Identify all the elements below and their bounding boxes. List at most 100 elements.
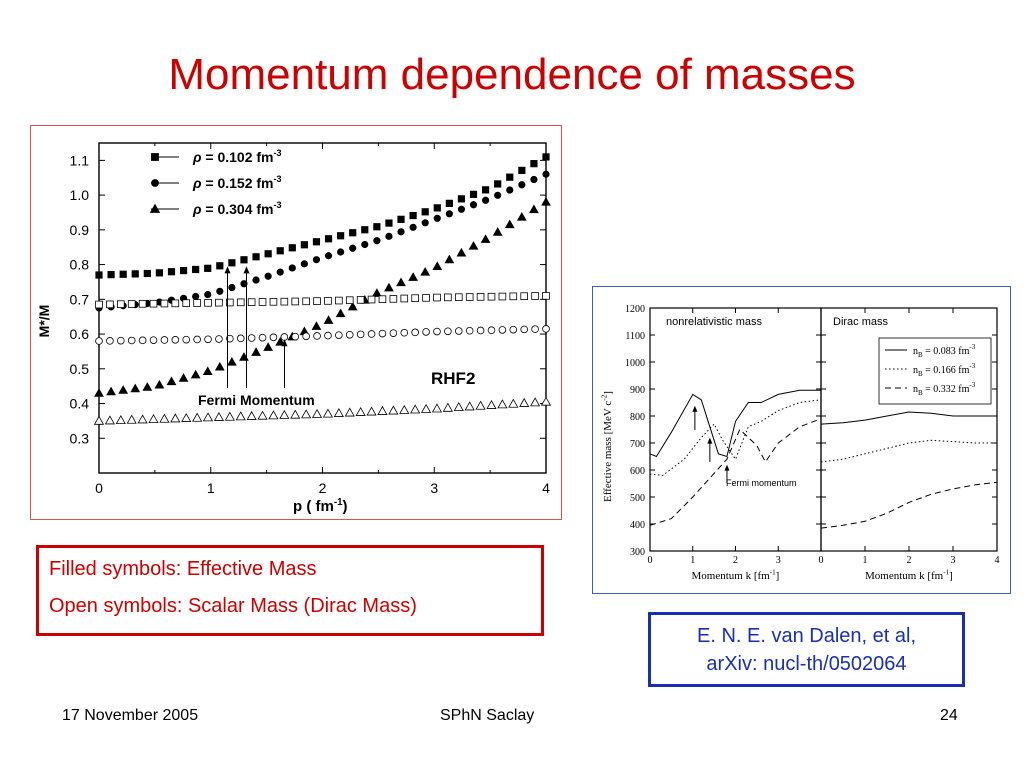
data-point — [236, 298, 245, 307]
legend-label: nB = 0.332 fm-3 — [913, 381, 976, 397]
x-tick-label: 0 — [95, 480, 103, 496]
data-point — [311, 321, 322, 330]
data-point — [337, 248, 345, 256]
data-point — [486, 399, 497, 409]
x-axis-label: Momentum k [fm-1] — [692, 569, 780, 582]
data-point — [337, 232, 345, 240]
data-point — [300, 260, 308, 268]
data-point — [240, 280, 248, 288]
data-point — [322, 408, 334, 418]
chart-left-frame: 0 1 2 3 4 0.3 0.4 0.5 0.6 0.7 0.8 0.9 1.0 1.1 p ( fm-1… — [30, 125, 562, 520]
data-point — [142, 382, 153, 391]
legend-box — [878, 337, 992, 405]
data-point — [457, 195, 466, 203]
data-point — [214, 361, 225, 371]
y-tick-label: 0.8 — [70, 257, 90, 273]
y-tick-label: 800 — [630, 412, 645, 423]
data-point — [166, 376, 177, 386]
data-point — [542, 153, 550, 161]
data-point — [356, 296, 365, 304]
data-point — [389, 295, 398, 303]
data-point — [494, 191, 502, 199]
data-point — [226, 334, 234, 343]
y-tick-label: 0.7 — [70, 291, 90, 307]
y-tick-label: 1.1 — [70, 152, 90, 168]
data-point — [288, 244, 296, 252]
data-point — [247, 298, 256, 306]
data-point — [190, 369, 201, 379]
data-point — [531, 325, 539, 333]
data-point — [117, 300, 125, 308]
data-point — [193, 335, 201, 344]
legend-label: nB = 0.083 fm-3 — [913, 343, 976, 359]
x-tick-label: 4 — [542, 480, 550, 496]
legend-label: ρ = 0.304 fm-3 — [192, 200, 282, 217]
data-point — [530, 397, 541, 407]
data-point — [371, 288, 382, 297]
data-point — [431, 403, 443, 413]
data-point — [529, 204, 539, 214]
data-point — [246, 410, 257, 420]
data-point — [235, 411, 246, 421]
data-point — [257, 410, 268, 420]
data-point — [498, 292, 507, 301]
series-dotted — [649, 399, 822, 476]
data-point — [268, 410, 279, 420]
data-point — [367, 330, 376, 338]
data-point — [411, 328, 419, 337]
data-point — [269, 333, 278, 342]
x-axis-label: Momentum k [fm-1] — [865, 569, 953, 582]
panel-nonrelativistic: 0 1 2 3 Momentum k [fm-1] nonrelativistic mas… — [648, 307, 822, 582]
data-point — [542, 292, 550, 300]
data-point — [400, 294, 409, 303]
y-tick-label: 0.9 — [70, 222, 90, 238]
data-point — [433, 293, 441, 302]
data-point — [464, 401, 475, 411]
data-point — [422, 294, 430, 302]
data-point — [288, 264, 296, 272]
data-point — [509, 292, 518, 301]
reference-authors: E. N. E. van Dalen, et al, — [697, 625, 916, 647]
data-point — [106, 300, 114, 309]
data-point — [422, 328, 430, 336]
data-point — [258, 298, 267, 306]
data-point — [106, 337, 114, 345]
data-point — [504, 219, 515, 229]
fermi-arrow-head — [724, 464, 730, 471]
fermi-arrow-head — [243, 266, 250, 274]
data-point — [520, 292, 528, 300]
data-point — [542, 170, 550, 178]
series-dashed — [820, 481, 998, 529]
data-point — [263, 342, 274, 351]
data-point — [456, 247, 467, 257]
data-point — [476, 326, 485, 335]
fermi-arrow-head — [707, 437, 713, 444]
y-tick-label: 500 — [630, 493, 645, 504]
y-tick-label: 0.4 — [70, 396, 90, 412]
data-point — [302, 332, 310, 341]
data-point — [433, 327, 441, 336]
data-point — [143, 269, 151, 278]
data-point — [204, 335, 212, 344]
y-tick-label: 300 — [630, 547, 645, 558]
data-point — [433, 214, 441, 222]
data-point — [349, 229, 357, 237]
series-filled-square — [95, 153, 550, 279]
fermi-arrow-head — [692, 405, 698, 412]
data-point — [312, 256, 321, 264]
data-point — [497, 399, 508, 409]
data-point — [469, 190, 478, 198]
data-point — [508, 398, 519, 408]
legend-label: ρ = 0.102 fm-3 — [192, 148, 282, 165]
data-point — [388, 405, 399, 415]
data-point — [94, 388, 104, 397]
data-point — [228, 283, 236, 292]
footer-page: 24 — [940, 707, 958, 724]
data-point — [311, 408, 323, 418]
x-tick-label: 0 — [819, 555, 824, 566]
data-point — [444, 293, 452, 302]
data-point — [421, 219, 429, 227]
data-point — [409, 223, 417, 231]
data-point — [269, 298, 278, 306]
data-point — [95, 271, 103, 279]
